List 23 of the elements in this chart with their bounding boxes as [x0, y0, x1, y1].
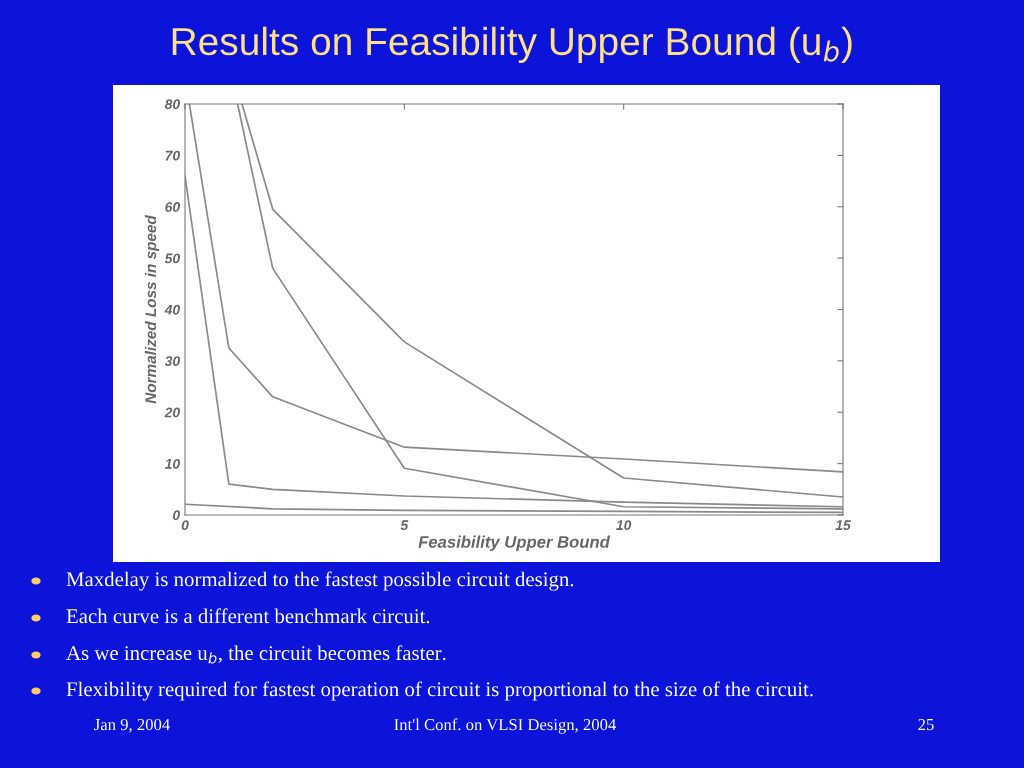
y-tick-label: 10 [164, 458, 181, 469]
text: As we increase u$_{b}$, the circuit becomes faster. [66, 645, 446, 664]
y-tick-label: 70 [165, 150, 181, 161]
text: Jan 9, 2004 [94, 718, 170, 733]
text: Int'l Conf. on VLSI Design, 2004 [394, 718, 617, 734]
x-tick-label: 10 [616, 520, 632, 531]
x-tick-label: 5 [400, 520, 409, 531]
x-axis-title: Feasibility Upper Bound [418, 535, 611, 552]
chart-title: Results on Feasibility Upper Bound (u$_{b}$) [172, 26, 852, 63]
text: Maxdelay is normalized to the fastest possible circuit design. [66, 571, 574, 591]
x-tick-label: 0 [181, 520, 189, 531]
y-tick-label: 80 [164, 99, 181, 110]
y-tick-label: 40 [164, 304, 181, 315]
text: 25 [918, 718, 934, 731]
y-tick-label: 50 [164, 253, 181, 264]
y-tick-label: 60 [165, 202, 181, 212]
y-tick-label: 20 [164, 407, 181, 418]
text: Each curve is a different benchmark circuit. [66, 608, 430, 624]
y-tick-label: 30 [164, 356, 181, 367]
y-axis-title: Normalized Loss in speed [144, 215, 160, 404]
y-tick-label: 0 [172, 510, 180, 521]
text: Flexibility required for fastest operation of circuit is proportional to the size of the circuit. [66, 681, 813, 701]
x-tick-label: 15 [835, 520, 851, 531]
